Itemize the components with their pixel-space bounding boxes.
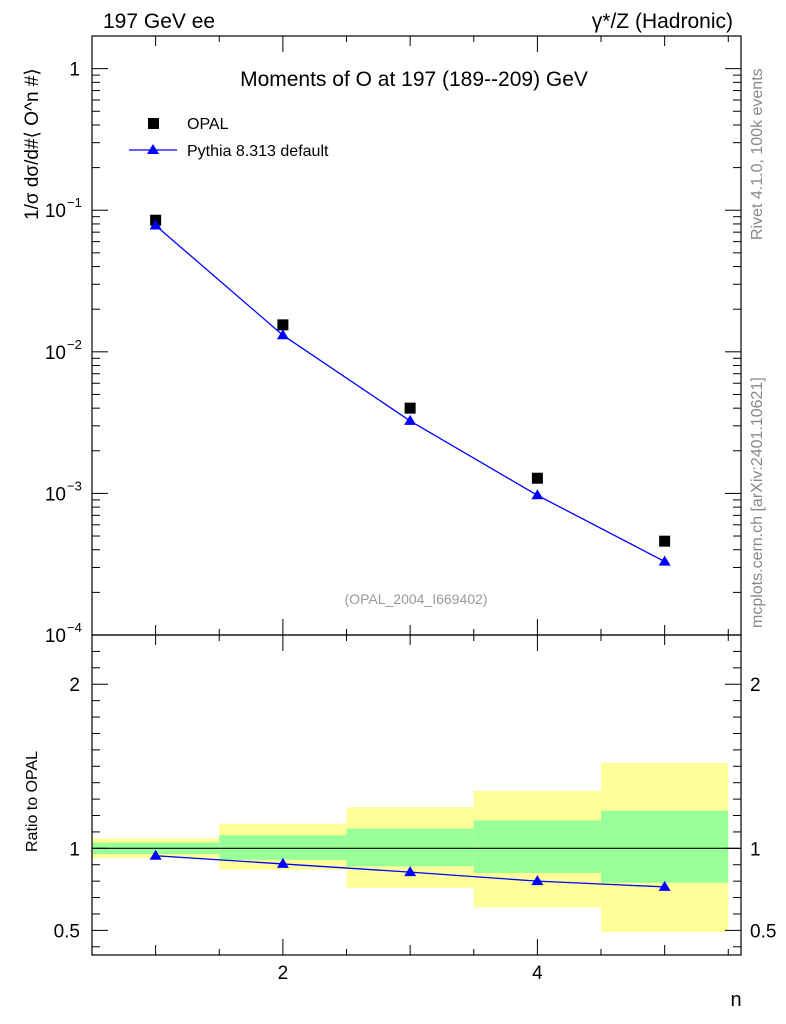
upper-y-tick-label: 1 [69,60,80,81]
ratio-plot-frame [91,634,742,956]
plot-frames [91,35,742,956]
ratio-pythia-point-4 [531,875,544,886]
ratio-y-tick-label-left: 2 [69,675,80,696]
legend-label-pythia: Pythia 8.313 default [187,143,329,160]
ratio-inner-band-2 [219,835,347,860]
text-layer: 197 GeV ee γ*/Z (Hadronic) Moments of O … [22,10,766,1011]
ratio-pythia-point-2 [276,857,289,868]
opal-point-3 [404,402,416,414]
upper-y-tick-label: 10 [45,484,66,505]
upper-y-tick-exponent: −4 [67,620,82,635]
legend-marker-opal [148,118,159,129]
upper-y-tick-label: 10 [45,626,66,647]
ratio-y-tick-label-left: 0.5 [54,921,80,942]
opal-point-2 [277,319,289,331]
data-layer [149,214,671,891]
pythia-point-4 [531,489,544,500]
legend: OPAL Pythia 8.313 default [129,116,329,160]
ratio-inner-band-4 [473,820,602,873]
legend-label-opal: OPAL [187,116,229,133]
axis-ticks: 110 −110 −210 −310 −42 40.5 0.51 12 2 [45,36,776,984]
ratio-pythia-point-3 [404,866,417,877]
upper-y-axis-label: 1/σ dσ/d#⟨ O^n #⟩ [22,68,43,220]
ratio-inner-band-5 [601,810,729,883]
ratio-bands [92,763,741,933]
upper-y-tick-label: 10 [45,343,66,364]
ratio-y-tick-label-right: 1 [750,839,761,860]
rivet-label: Rivet 4.1.0, 100k events [749,68,766,240]
analysis-annotation: (OPAL_2004_I669402) [345,591,488,607]
legend-marker-pythia [147,144,159,154]
ratio-y-tick-label-right: 0.5 [750,921,776,942]
opal-point-4 [531,472,543,484]
pythia-point-3 [404,414,417,425]
left-title: 197 GeV ee [103,10,215,33]
right-title: γ*/Z (Hadronic) [592,10,733,33]
pythia-point-2 [276,329,289,340]
upper-y-tick-exponent: −2 [67,337,82,352]
x-tick-label: 2 [278,963,289,984]
pythia-point-1 [149,219,162,230]
ratio-inner-band-3 [346,828,474,867]
upper-y-tick-exponent: −3 [67,478,82,493]
ratio-y-axis-label: Ratio to OPAL [24,751,41,852]
ratio-y-tick-label-left: 1 [69,839,80,860]
mcplots-label: mcplots.cern.ch [arXiv:2401.10621] [749,377,766,628]
chart-title: Moments of O at 197 (189--209) GeV [240,68,588,91]
pythia-point-5 [658,555,671,566]
upper-y-tick-label: 10 [45,201,66,222]
ratio-pythia-point-5 [658,880,671,891]
x-tick-label: 4 [532,963,543,984]
upper-y-tick-exponent: −1 [67,195,82,210]
x-axis-label: n [730,989,741,1011]
ratio-y-tick-label-right: 2 [750,675,761,696]
ratio-pythia-point-1 [149,849,162,860]
opal-point-5 [659,535,671,547]
pythia-line [155,225,665,563]
